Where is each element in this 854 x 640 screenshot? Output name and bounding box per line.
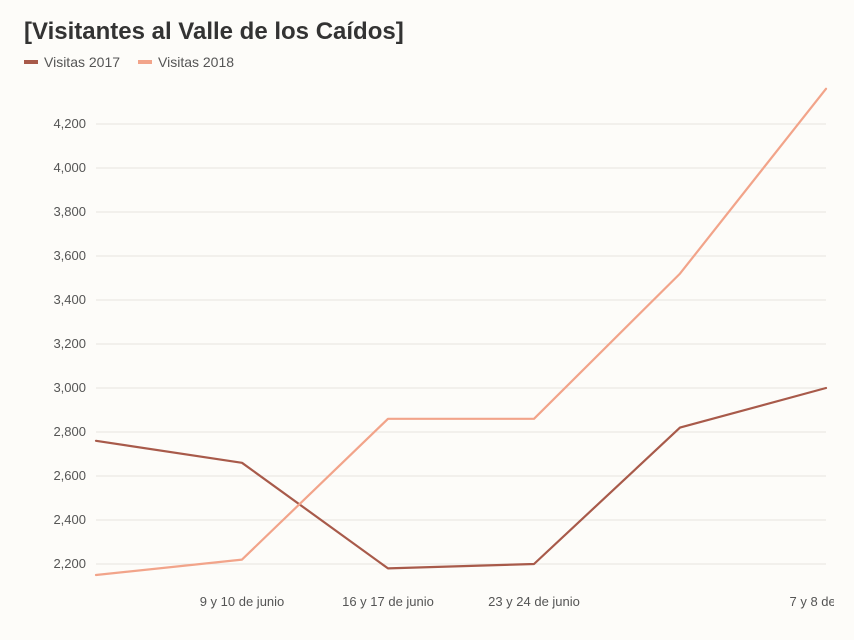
legend-swatch-2017 — [24, 60, 38, 64]
svg-text:3,200: 3,200 — [53, 336, 86, 351]
legend-label-2017: Visitas 2017 — [44, 54, 120, 70]
legend-item-2017: Visitas 2017 — [24, 54, 120, 70]
svg-text:3,800: 3,800 — [53, 204, 86, 219]
svg-text:23 y 24 de junio: 23 y 24 de junio — [488, 594, 580, 609]
svg-text:2,800: 2,800 — [53, 424, 86, 439]
legend-item-2018: Visitas 2018 — [138, 54, 234, 70]
svg-text:7 y 8 de julio: 7 y 8 de julio — [790, 594, 835, 609]
chart-plot-area: 2,200 2,400 2,600 2,800 3,000 3,200 3,400 3,600… — [24, 76, 834, 618]
svg-text:3,600: 3,600 — [53, 248, 86, 263]
svg-text:16 y 17 de junio: 16 y 17 de junio — [342, 594, 434, 609]
legend-label-2018: Visitas 2018 — [158, 54, 234, 70]
svg-text:3,000: 3,000 — [53, 380, 86, 395]
svg-text:2,200: 2,200 — [53, 556, 86, 571]
svg-text:9 y 10 de junio: 9 y 10 de junio — [200, 594, 285, 609]
svg-text:4,200: 4,200 — [53, 116, 86, 131]
svg-text:2,600: 2,600 — [53, 468, 86, 483]
svg-text:2,400: 2,400 — [53, 512, 86, 527]
svg-text:3,400: 3,400 — [53, 292, 86, 307]
line-chart-svg: 2,200 2,400 2,600 2,800 3,000 3,200 3,400 3,600… — [24, 76, 834, 618]
chart-legend: Visitas 2017 Visitas 2018 — [24, 54, 834, 70]
chart-title: [Visitantes al Valle de los Caídos] — [24, 18, 834, 46]
legend-swatch-2018 — [138, 60, 152, 64]
chart-container: [Visitantes al Valle de los Caídos] Visi… — [0, 0, 854, 640]
svg-text:4,000: 4,000 — [53, 160, 86, 175]
